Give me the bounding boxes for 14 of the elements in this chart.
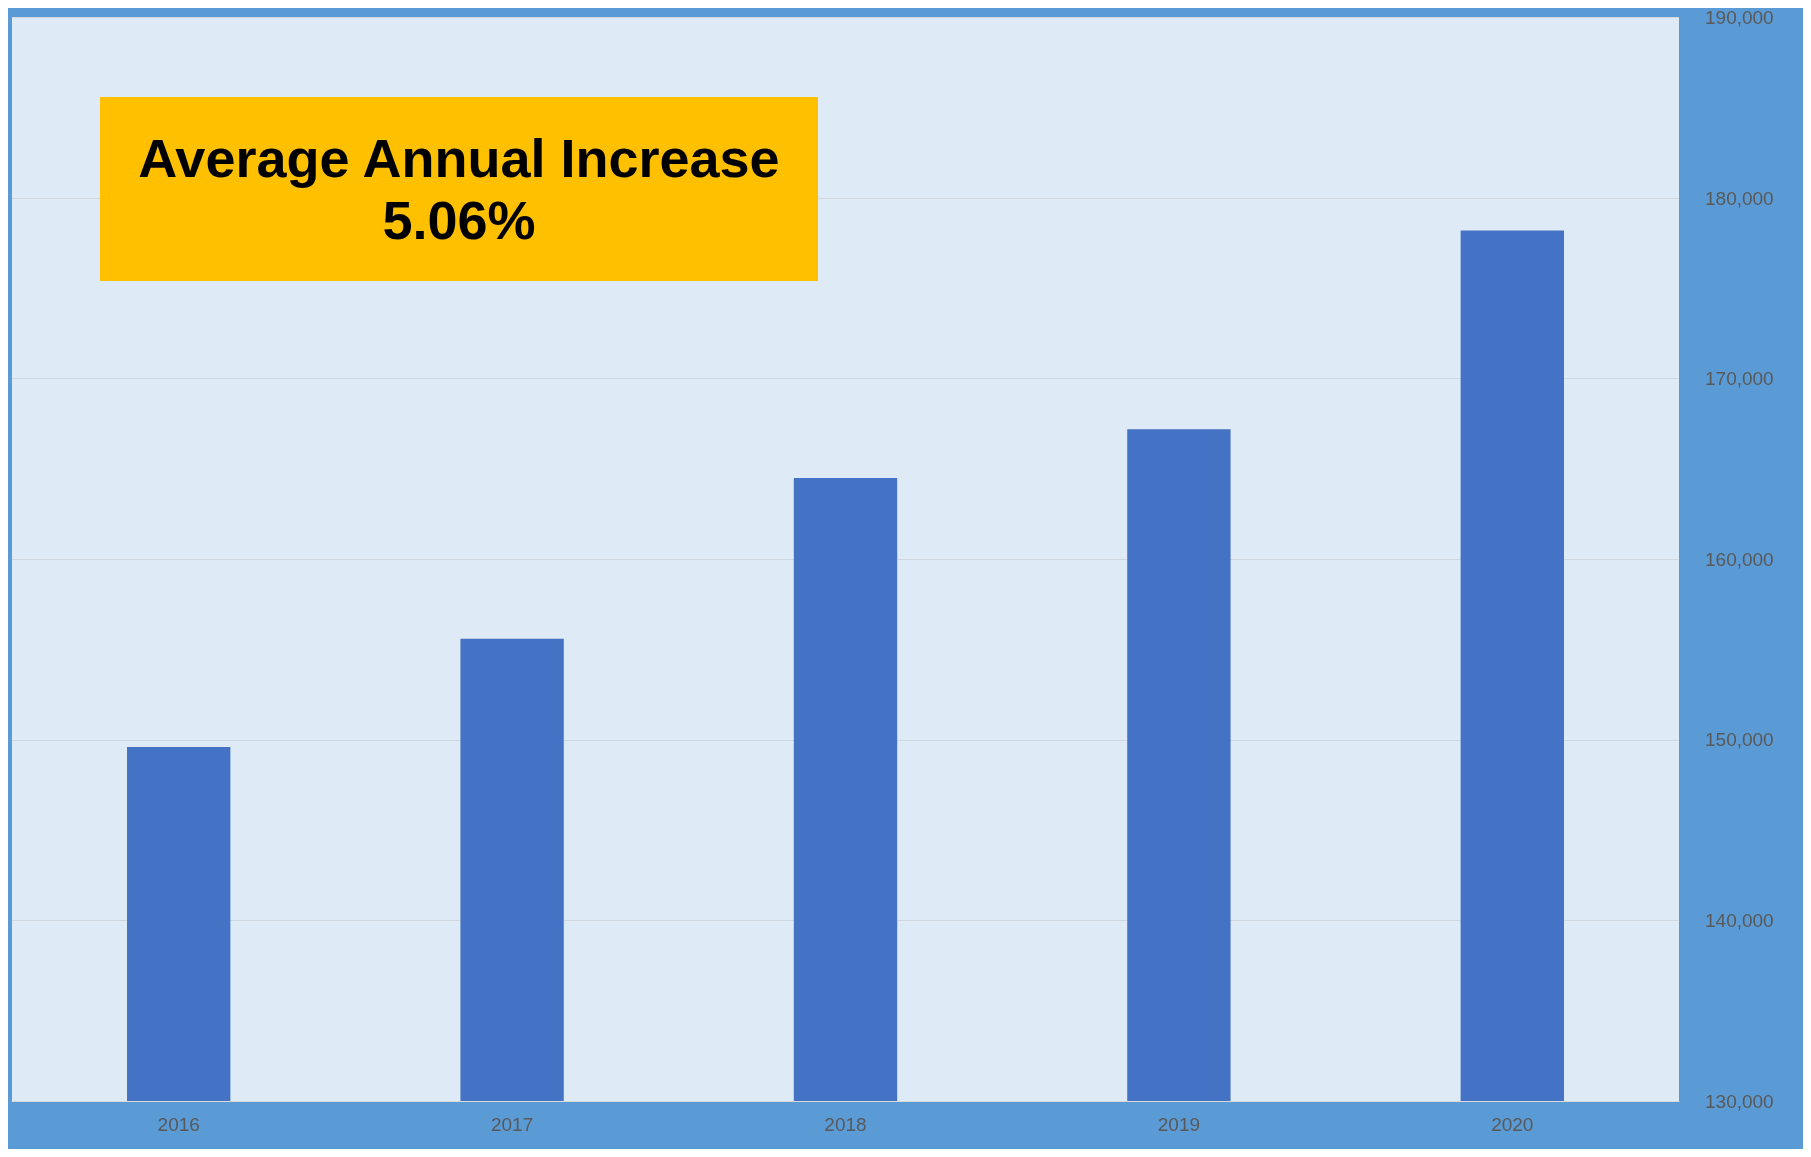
annotation: Average Annual Increase [138,128,780,189]
y-tick-label: 180,000 [1705,187,1774,209]
y-tick-label: 150,000 [1705,729,1774,751]
x-tick-label: 2020 [1491,1114,1534,1135]
y-tick-label: 170,000 [1705,368,1774,390]
y-tick-label: 160,000 [1705,548,1774,570]
y-tick-label: 130,000 [1705,1090,1774,1112]
x-tick-label: 2016 [157,1114,200,1135]
x-tick-label: 2019 [1157,1114,1201,1135]
y-tick-label: 190,000 [1705,7,1774,28]
y-tick-label: 140,000 [1705,909,1774,931]
x-tick-label: 2017 [490,1114,534,1135]
annotation: 5.06% [382,189,536,250]
x-tick-label: 2018 [824,1114,867,1135]
